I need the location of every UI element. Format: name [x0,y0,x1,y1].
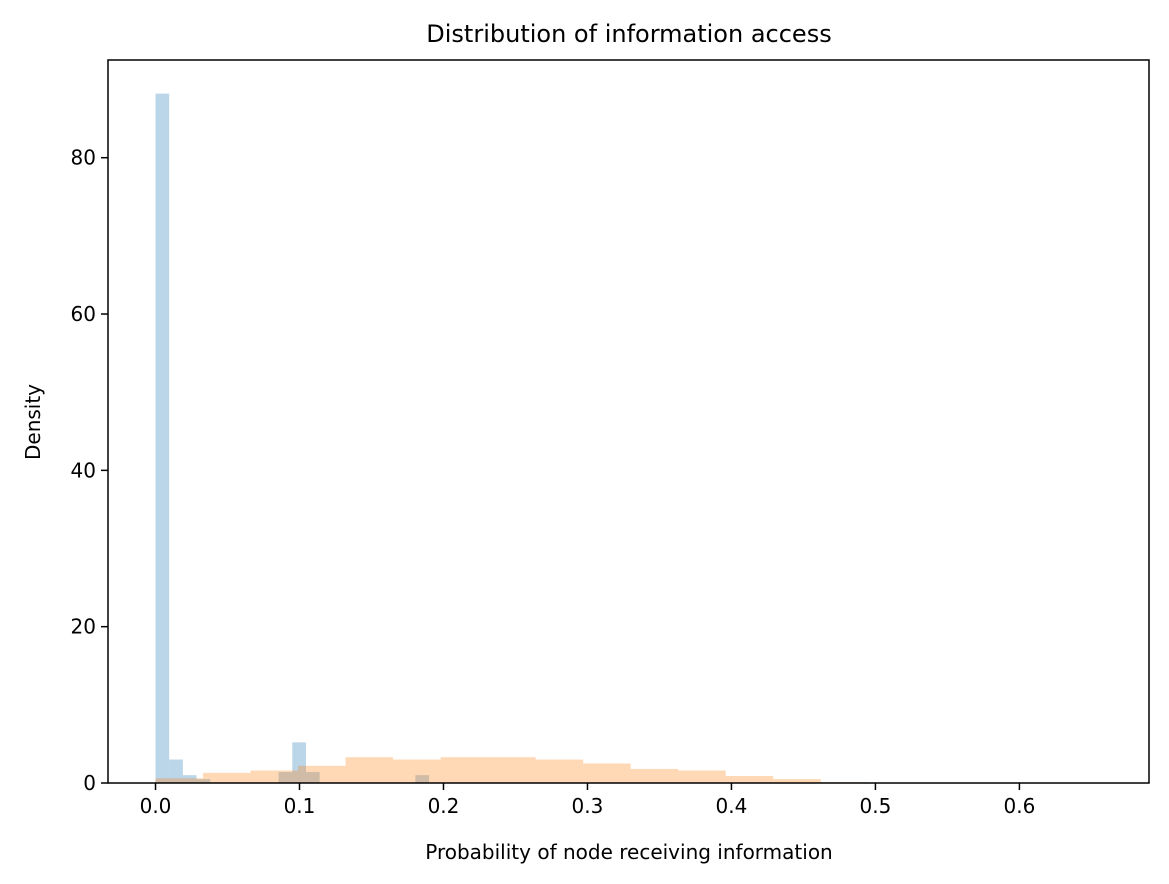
histogram-bar-series-1-bin-5 [278,772,293,783]
histogram-bar-series-1-bin-3 [182,775,197,783]
histogram-bar-series-1-bin-8 [415,775,430,783]
x-axis-label: Probability of node receiving informatio… [425,840,832,864]
chart-title: Distribution of information access [426,20,831,48]
histogram-bar-series-2-bin-7 [440,757,489,783]
histogram-bar-series-2-bin-2 [203,772,251,783]
histogram-bar-series-2-bin-4 [298,765,346,783]
plot-area-frame [107,59,1150,784]
x-axis: 0.0 0.1 0.2 0.3 0.4 0.5 0.6 [140,783,1036,818]
bars-group [155,93,869,783]
histogram-bar-series-1-bin-4 [196,779,211,783]
y-tick-label: 20 [71,615,96,639]
histogram-bar-series-1-bin-1 [155,93,170,783]
histogram-bar-series-2-bin-14 [773,779,821,783]
y-tick-label: 80 [71,146,96,170]
x-tick-label: 0.4 [716,794,748,818]
histogram-bar-series-2-bin-11 [630,768,679,783]
histogram-bar-series-2-bin-13 [725,775,774,783]
histogram-bar-series-1-bin-6 [292,742,306,783]
x-tick-label: 0.1 [284,794,316,818]
histogram-bar-series-1-bin-7 [305,772,320,783]
x-tick-label: 0.5 [860,794,892,818]
histogram-bar-series-2-bin-9 [535,759,584,783]
x-tick-label: 0.3 [572,794,604,818]
histogram-bar-series-2-bin-12 [678,770,726,783]
y-tick-label: 60 [71,302,96,326]
y-tick-label: 0 [83,771,96,795]
x-tick-label: 0.6 [1004,794,1036,818]
histogram-bar-series-2-bin-6 [393,759,441,783]
histogram-bar-series-2-bin-3 [250,770,299,783]
histogram-bar-series-1-bin-2 [169,759,183,783]
histogram-bar-series-2-bin-8 [488,757,536,783]
x-tick-label: 0.0 [140,794,172,818]
y-tick-label: 40 [71,458,96,482]
y-axis: 0 20 40 60 80 [71,146,108,795]
histogram-bar-series-2-bin-1 [155,778,204,783]
histogram-bar-series-2-bin-10 [583,763,631,783]
y-axis-label: Density [21,384,45,460]
x-tick-label: 0.2 [428,794,460,818]
histogram-bar-series-2-bin-5 [345,757,394,783]
